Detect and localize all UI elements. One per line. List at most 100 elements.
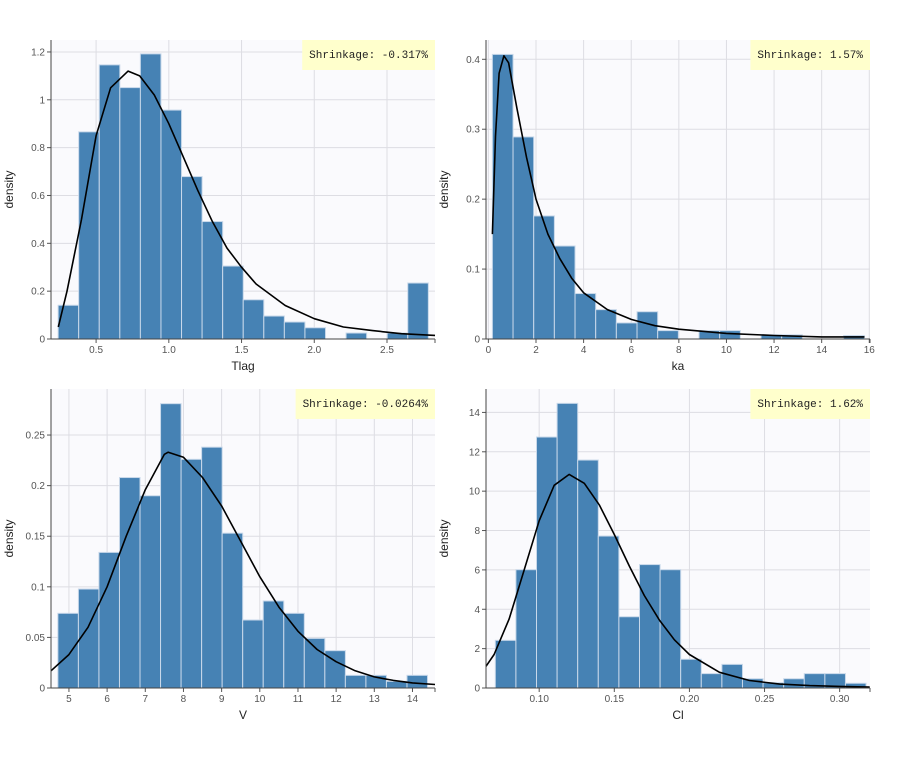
histogram-bar	[494, 639, 517, 689]
x-tick-label: 0.5	[89, 345, 103, 356]
density-curve	[491, 55, 865, 338]
x-tick-label: 11	[293, 694, 304, 705]
y-tick-label: 1.2	[31, 47, 45, 58]
x-tick-label: 12	[768, 345, 780, 356]
histogram-bar	[597, 535, 620, 689]
histogram-bar	[78, 131, 100, 340]
y-tick-label: 0	[474, 335, 480, 346]
histogram-bar	[615, 322, 638, 340]
histogram-bar	[262, 600, 285, 689]
chart-panel-v: 5 6 7 8 9 10 11 12 13 14 0 0.05 0.1 0.15 0.2 0.25 Vdensi…	[2, 389, 436, 722]
histogram-bar	[406, 674, 429, 689]
y-tick-label: 0.8	[31, 143, 45, 154]
histogram-bar	[98, 64, 121, 340]
density-curve	[485, 473, 870, 688]
x-tick-label: 2.0	[307, 345, 321, 356]
x-tick-label: 4	[581, 345, 587, 356]
histogram-bar	[657, 330, 679, 340]
histogram-bar	[98, 551, 120, 689]
histogram-bar	[556, 402, 579, 689]
y-tick-label: 0.05	[26, 633, 46, 644]
x-tick-label: 0	[486, 345, 492, 356]
x-tick-label: 5	[66, 694, 72, 705]
x-tick-label: 10	[254, 694, 266, 705]
histogram-bar	[263, 315, 285, 340]
histogram-bar	[680, 658, 702, 689]
y-tick-label: 6	[474, 565, 480, 576]
x-tick-label: 6	[104, 694, 110, 705]
histogram-bar	[181, 176, 203, 340]
histogram-bar	[242, 619, 264, 689]
y-tick-label: 0	[39, 335, 45, 346]
chart-panel-tlag: 0.5 1.0 1.5 2.0 2.5 0 0.2 0.4 0.6 0.8 1 1.2 Tlag dens…	[2, 40, 436, 373]
x-tick-label: 10	[721, 345, 733, 356]
x-tick-label: 14	[407, 694, 419, 705]
x-tick-label: 2	[533, 345, 539, 356]
x-axis-label: Tlag	[231, 359, 254, 373]
y-tick-label: 0.4	[31, 239, 45, 250]
histogram-bar	[221, 532, 244, 689]
chart-panel-ka: 0 2 4 6 8 10 12 14 16 0 0.1 0.2 0.3 0.4 ka density Shrin…	[437, 40, 875, 373]
histogram-bar	[345, 332, 368, 340]
x-tick-label: 12	[331, 694, 343, 705]
y-tick-label: 0.15	[26, 532, 46, 543]
y-tick-label: 4	[474, 605, 480, 616]
shrinkage-box	[302, 40, 435, 70]
x-tick-label: 14	[816, 345, 828, 356]
histogram-bar	[201, 446, 223, 689]
y-tick-label: 8	[474, 526, 480, 537]
y-tick-label: 12	[469, 447, 481, 458]
histogram-bar	[783, 678, 805, 689]
histogram-bar	[180, 458, 203, 689]
histogram-bar	[57, 612, 79, 689]
shrinkage-box	[750, 40, 870, 70]
shrinkage-box	[750, 389, 870, 419]
histogram-bar	[719, 330, 741, 340]
y-tick-label: 10	[469, 487, 481, 498]
histogram-bar	[344, 674, 367, 689]
y-tick-label: 0.1	[31, 582, 45, 593]
histogram-bar	[201, 221, 224, 340]
histogram-bar	[160, 403, 182, 689]
histogram-bar	[553, 245, 576, 340]
y-tick-label: 0.2	[466, 195, 480, 206]
y-axis-label: density	[2, 170, 16, 208]
histogram-bar	[577, 459, 599, 689]
x-tick-label: 1.5	[235, 345, 249, 356]
chart-panel-cl: 0.10 0.15 0.20 0.25 0.30 0 2 4 6 8 10 12 14 Cl density…	[437, 389, 871, 722]
histogram-bar	[139, 495, 162, 689]
shrinkage-label: Shrinkage: -0.0264%	[303, 399, 429, 411]
histogram-bar	[618, 616, 640, 689]
x-tick-label: 7	[143, 694, 149, 705]
x-tick-label: 1.0	[162, 345, 176, 356]
y-tick-label: 0.4	[466, 55, 480, 66]
histogram-bar	[222, 265, 244, 340]
x-axis-label: Cl	[672, 708, 683, 722]
histogram-bar	[491, 53, 514, 340]
x-tick-label: 16	[864, 345, 876, 356]
histogram-bar	[700, 673, 723, 689]
y-tick-label: 0.3	[466, 125, 480, 136]
x-tick-label: 2.5	[380, 345, 394, 356]
y-tick-label: 1	[39, 95, 45, 106]
histogram-bar	[407, 282, 429, 340]
x-tick-label: 13	[369, 694, 381, 705]
histogram-bar	[77, 588, 100, 689]
y-axis-label: density	[437, 170, 451, 208]
histogram-bar	[659, 569, 682, 689]
y-tick-label: 0	[474, 684, 480, 695]
x-tick-label: 8	[181, 694, 187, 705]
x-tick-label: 6	[628, 345, 634, 356]
histogram-bar	[283, 321, 306, 340]
histogram-bar	[512, 136, 535, 340]
shrinkage-label: Shrinkage: 1.57%	[757, 50, 863, 62]
y-axis-label: density	[2, 519, 16, 557]
y-tick-label: 0.25	[26, 431, 46, 442]
histogram-bar	[303, 637, 326, 689]
density-curve	[50, 451, 436, 686]
x-tick-label: 9	[219, 694, 225, 705]
histogram-bar	[533, 215, 555, 340]
histogram-bar	[536, 436, 558, 689]
shrinkage-label: Shrinkage: -0.317%	[309, 50, 428, 62]
